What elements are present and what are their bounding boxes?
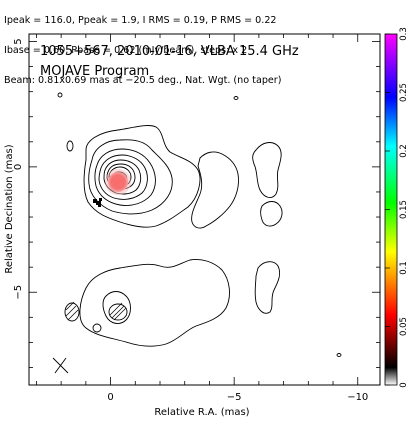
colorbar-tick-label: 0: [399, 382, 409, 387]
colorbar-ticks: 0 0.05 0.1 0.15 0.2 0.25 0.3: [385, 27, 409, 388]
contour-lower-small: [92, 323, 102, 333]
plot-frame: [28, 33, 381, 386]
colorbar-tick-label: 0.2: [399, 144, 409, 158]
contour-core-3: [94, 148, 156, 206]
contour-lower-dot: [336, 353, 342, 357]
y-tick-label: 0: [13, 164, 24, 170]
contour-core-2: [88, 139, 173, 215]
contour-jet-lower: [260, 201, 283, 227]
contour-blob-2: [66, 140, 74, 152]
contour-core-4: [98, 154, 148, 200]
plot-title: 1055+567, 2010-01-16, VLBA 15.4 GHz: [40, 44, 299, 59]
beam-cross: [52, 357, 69, 374]
colorbar-tick-label: 0.1: [399, 261, 409, 275]
dark-pixels: [93, 198, 102, 207]
header-line-3: Beam: 0.81x0.69 mas at −20.5 deg., Nat. …: [4, 75, 282, 86]
contour-lines: [57, 92, 342, 357]
plot-header: Ipeak = 116.0, Ppeak = 1.9, I RMS = 0.19…: [4, 0, 404, 96]
contour-core-6: [106, 163, 136, 190]
contour-lower-right: [254, 261, 281, 314]
header-line-1: Ipeak = 116.0, Ppeak = 1.9, I RMS = 0.19…: [4, 15, 277, 26]
header-line-2: Ibase = 0.60, Pbase = 0.62 (mJy/beam), s…: [4, 45, 248, 56]
y-tick-label: 5: [13, 38, 24, 44]
contour-jet-outer: [252, 142, 282, 198]
colorbar-tick-label: 0.3: [399, 27, 409, 41]
contour-blob-1: [57, 92, 63, 98]
axis-ticks: 0 −5 −10 5 0 −5: [13, 34, 380, 403]
contour-lower-3: [108, 303, 128, 321]
y-tick-label: −5: [13, 285, 24, 300]
x-tick-label: −5: [227, 392, 242, 403]
x-tick-label: 0: [107, 392, 113, 403]
plot-subtitle: MOJAVE Program: [40, 64, 149, 79]
contour-blob-3: [233, 96, 239, 100]
colorbar-tick-label: 0.15: [399, 200, 409, 219]
contour-core-5: [103, 159, 142, 195]
contour-lower-left: [64, 302, 80, 322]
x-tick-label: −10: [347, 392, 368, 403]
y-axis-label: Relative Decination (mas): [4, 144, 15, 273]
x-axis-label: Relative R.A. (mas): [154, 407, 249, 418]
contour-outer-core: [83, 125, 201, 228]
contour-lower-outer: [79, 259, 230, 347]
contour-lower-2: [102, 291, 131, 324]
polarization-core: [108, 172, 128, 192]
hatched-regions: [65, 301, 127, 321]
colorbar-tick-label: 0.25: [399, 83, 409, 102]
colorbar-tick-label: 0.05: [399, 317, 409, 336]
contour-jet-middle: [191, 151, 239, 229]
polarization-halo: [105, 169, 131, 195]
